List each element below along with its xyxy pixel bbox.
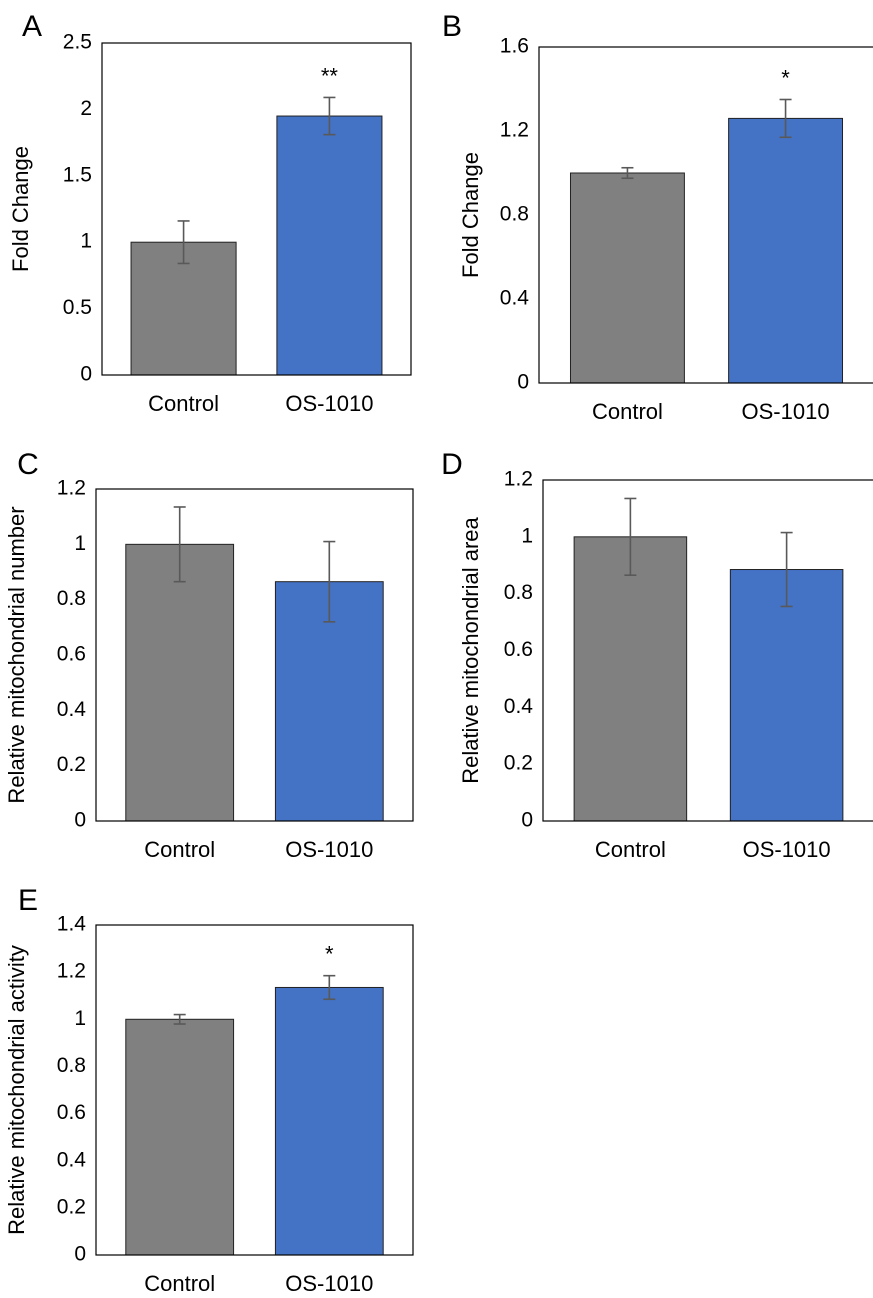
y-tick-label: 0.2	[57, 753, 86, 776]
y-tick-label: 0	[517, 371, 529, 394]
plot-frame	[538, 46, 873, 384]
bar-control	[130, 241, 237, 376]
y-tick-label: 2	[80, 97, 92, 120]
x-category-label: Control	[595, 837, 666, 862]
bar-os-1010	[276, 115, 383, 376]
y-tick-label: 0.4	[57, 698, 87, 721]
y-tick-label: 1	[74, 1007, 86, 1030]
x-category-label: OS-1010	[742, 399, 830, 424]
y-tick-label: 1.2	[500, 119, 529, 142]
y-tick-label: 1.6	[500, 35, 529, 58]
plot-frame	[95, 488, 414, 822]
significance-marker: **	[321, 63, 339, 88]
significance-marker: *	[781, 66, 790, 91]
y-tick-label: 1	[74, 532, 86, 555]
y-axis-title: Fold Change	[458, 152, 483, 278]
y-tick-label: 0.4	[57, 1148, 87, 1171]
y-tick-label: 0.8	[504, 581, 533, 604]
x-category-label: Control	[144, 837, 215, 862]
y-tick-label: 0.6	[504, 638, 533, 661]
y-tick-label: 0.4	[504, 695, 534, 718]
plot-frame	[101, 42, 412, 376]
y-axis-title: Relative mitochondrial activity	[4, 945, 29, 1235]
y-tick-label: 0.4	[500, 287, 530, 310]
x-category-label: Control	[592, 399, 663, 424]
y-axis-title: Fold Change	[8, 146, 33, 272]
bar-control	[569, 172, 685, 384]
y-tick-label: 0	[521, 809, 533, 832]
bar-control	[125, 543, 235, 822]
panel-label: C	[17, 448, 39, 481]
y-tick-label: 0.8	[57, 587, 86, 610]
y-tick-label: 0.2	[57, 1195, 86, 1218]
chart-panel-c: C 0 0.2 0.4 0.6 0.8 1 1.2 Relative mitochondrial…	[4, 448, 414, 862]
plot-frame	[542, 479, 873, 822]
significance-marker: *	[325, 942, 334, 967]
bar-control	[125, 1018, 235, 1256]
y-tick-label: 0	[80, 363, 92, 386]
x-category-label: OS-1010	[285, 391, 373, 416]
chart-panel-e: E 0 0.2 0.4 0.6 0.8 1 1.2 1.4 Relative mitochondr…	[4, 884, 414, 1296]
x-category-label: OS-1010	[285, 1271, 373, 1296]
bar-os-1010	[274, 986, 384, 1256]
bar-os-1010	[729, 569, 844, 822]
y-tick-label: 0.8	[500, 203, 529, 226]
x-category-label: Control	[144, 1271, 215, 1296]
panel-label: D	[441, 448, 463, 481]
y-tick-label: 0.8	[57, 1054, 86, 1077]
bar-os-1010	[728, 117, 844, 384]
panel-label: B	[442, 10, 462, 43]
y-tick-label: 1	[521, 524, 533, 547]
x-category-label: OS-1010	[285, 837, 373, 862]
y-tick-label: 1.2	[57, 477, 86, 500]
y-tick-label: 1.2	[57, 960, 86, 983]
y-tick-label: 0	[74, 1243, 86, 1266]
chart-panel-d: D 0 0.2 0.4 0.6 0.8 1 1.2 Relative mitochondrial…	[441, 448, 873, 862]
y-tick-label: 0.5	[63, 296, 92, 319]
plot-frame	[95, 924, 414, 1256]
x-category-label: Control	[148, 391, 219, 416]
y-tick-label: 1.4	[57, 913, 87, 936]
panel-label: A	[22, 10, 42, 43]
y-tick-label: 0.6	[57, 1101, 86, 1124]
y-tick-label: 1.5	[63, 163, 92, 186]
y-tick-label: 0.2	[504, 752, 533, 775]
y-tick-label: 0.6	[57, 643, 86, 666]
y-tick-label: 0	[74, 809, 86, 832]
chart-panel-b: B 0 0.4 0.8 1.2 1.6 Fold Change Control * OS-1010	[442, 10, 873, 424]
x-category-label: OS-1010	[743, 837, 831, 862]
y-axis-title: Relative mitochondrial area	[458, 516, 483, 783]
chart-panel-a: A 0 0.5 1 1.5 2 2.5 Fold Change Control ** OS-1010	[8, 10, 412, 416]
bar-control	[573, 536, 688, 822]
y-tick-label: 2.5	[63, 31, 92, 54]
y-axis-title: Relative mitochondrial number	[4, 506, 29, 803]
panel-label: E	[18, 884, 38, 917]
y-tick-label: 1.2	[504, 468, 533, 491]
y-tick-label: 1	[80, 230, 92, 253]
